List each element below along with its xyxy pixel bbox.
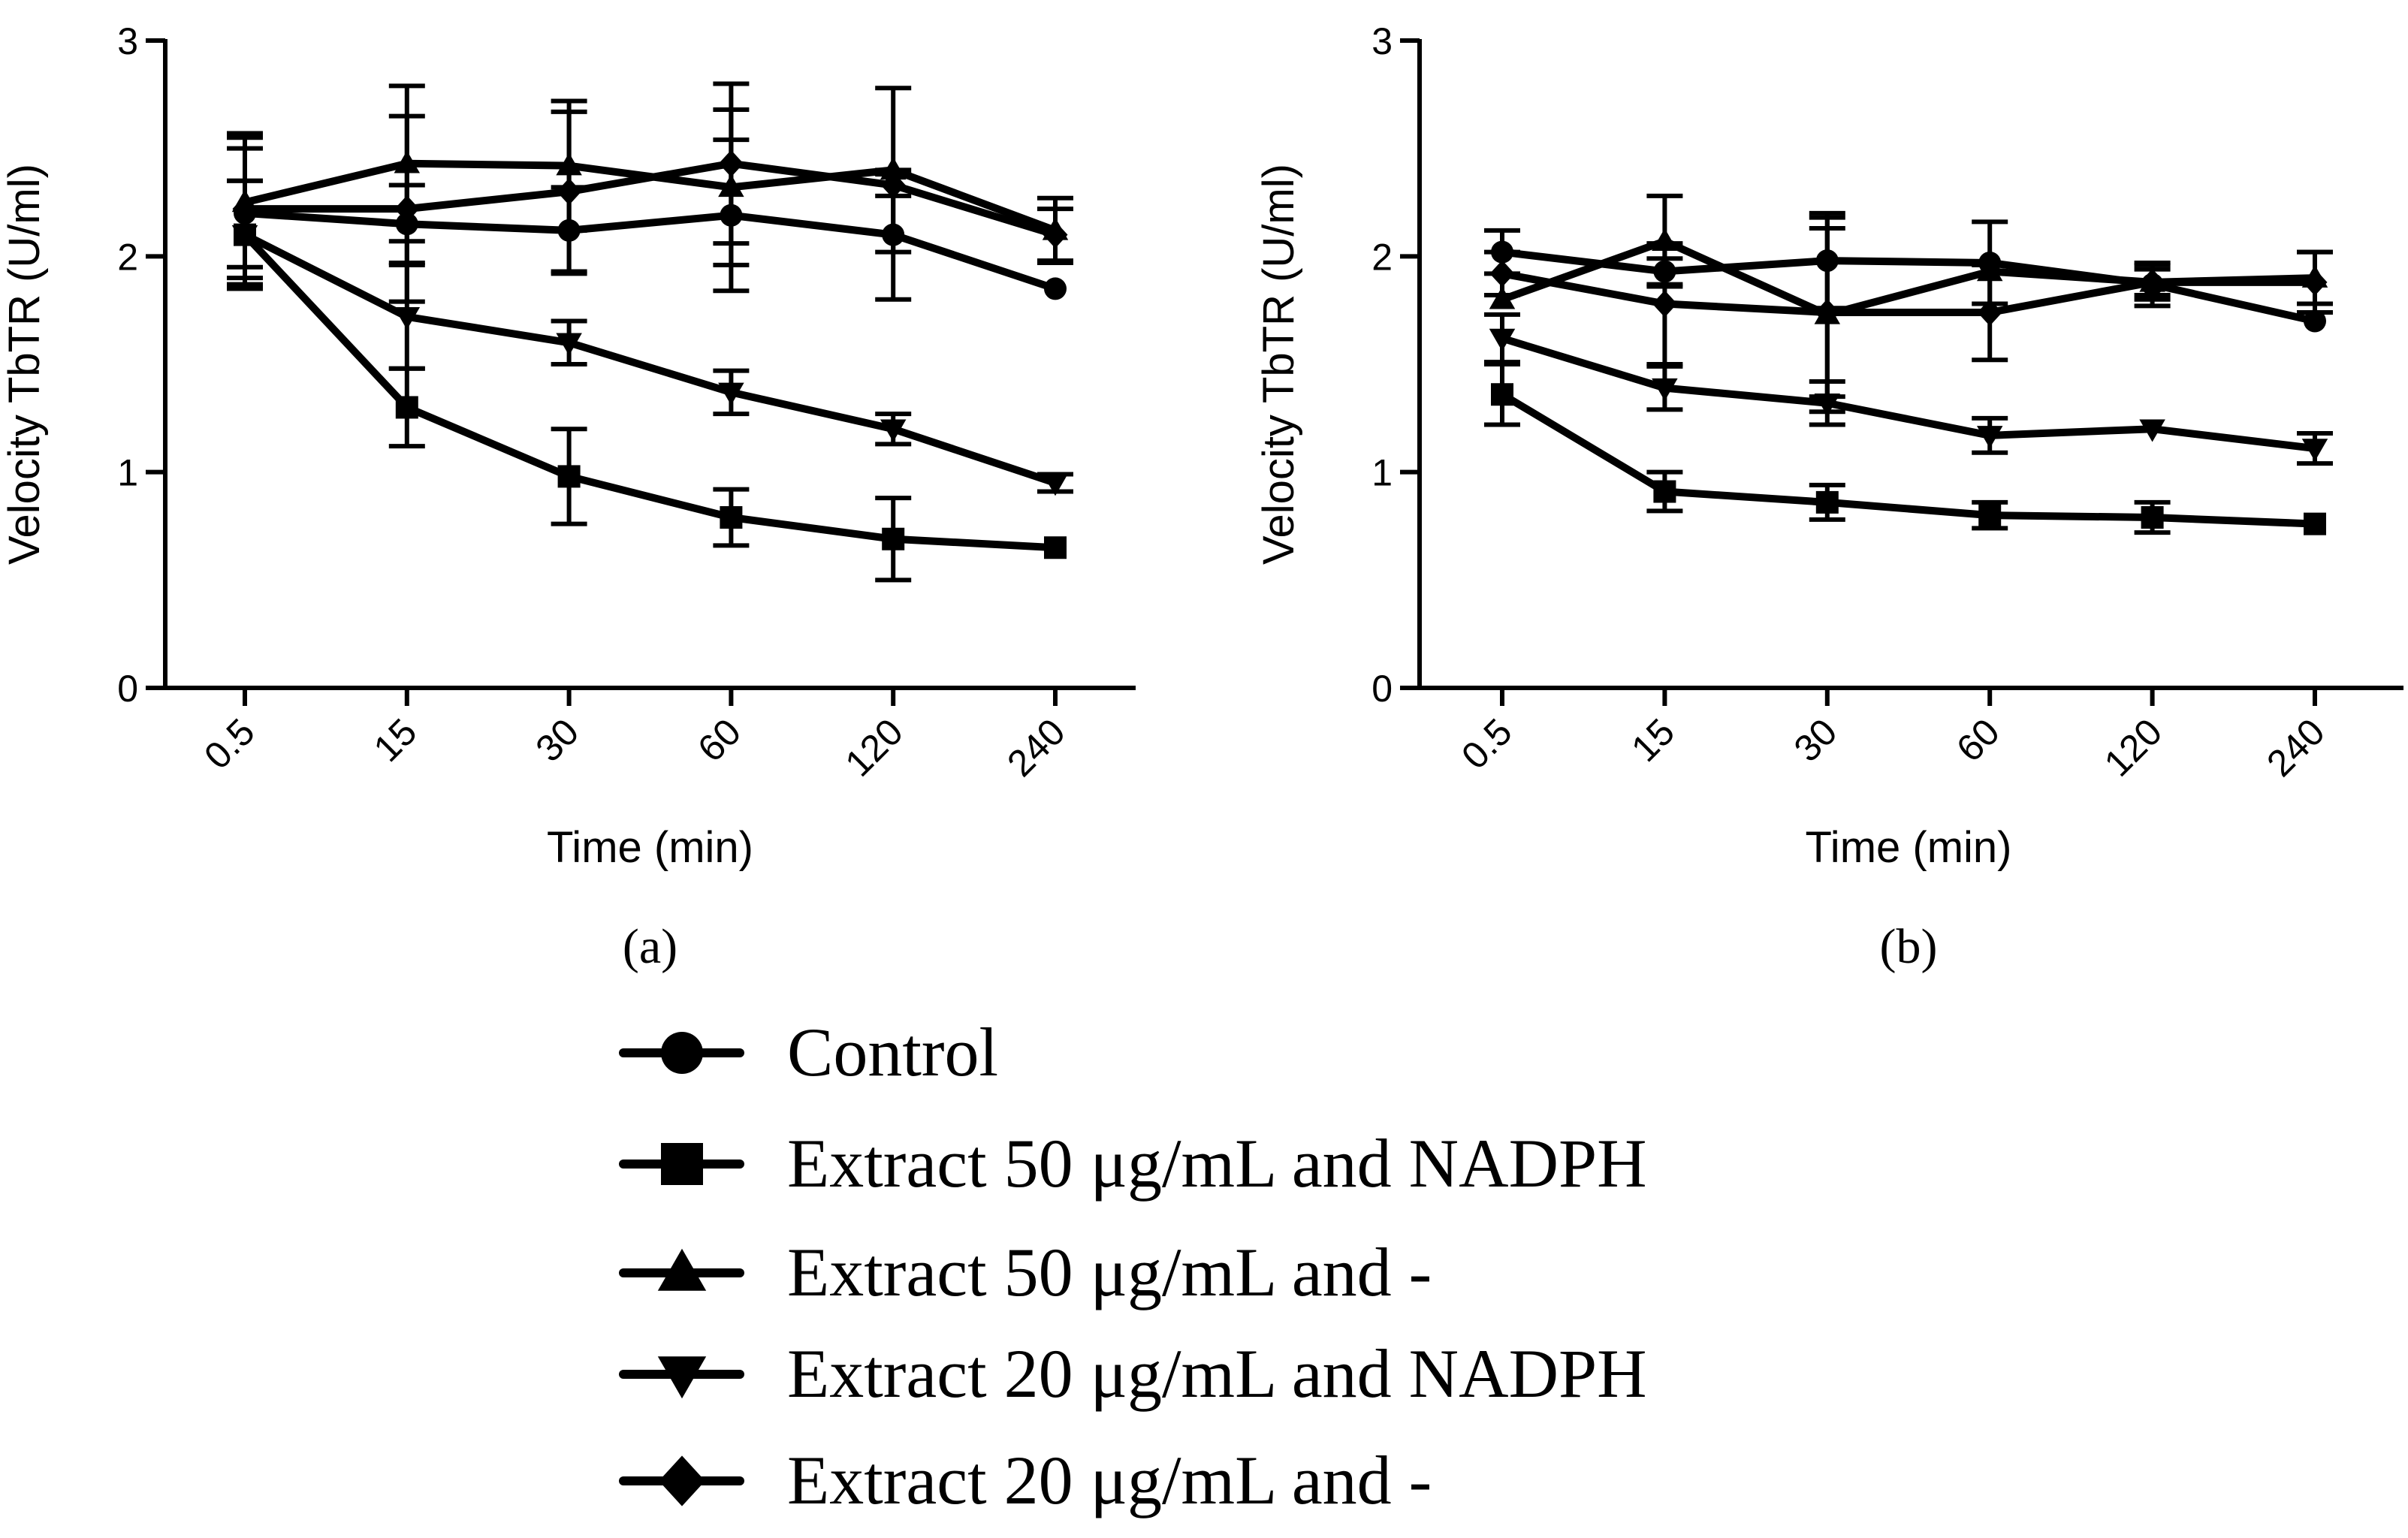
data-point [557,178,582,206]
data-point [882,527,905,550]
y-tick-label: 0 [1371,668,1393,710]
legend-item-extract-20-ug-ml-and: Extract 20 μg/mL and - [619,1442,1432,1518]
data-point [556,333,582,356]
legend-label: Control [787,1014,998,1090]
data-point [1489,328,1516,351]
x-tick-label: 60 [690,710,749,770]
x-tick-label: 30 [527,710,587,770]
data-point [232,195,258,223]
panel-a: 0 1 2 3 0.5 15 30 60 120 240 Velocity TbTR (U/ml) T… [0,20,1136,974]
data-point [2140,268,2165,296]
data-point [1652,378,1678,401]
legend-item-control: Control [619,1014,998,1090]
data-point [1489,260,1515,288]
y-tick-label: 3 [117,20,138,62]
data-point [880,171,906,199]
x-tick-label: 60 [1948,710,2008,770]
data-point [1815,299,1840,327]
series-line [242,232,1056,552]
y-tick-label: 3 [1371,20,1393,62]
legend-item-extract-50-ug-ml-and-nadph: Extract 50 μg/mL and NADPH [619,1125,1647,1202]
legend-marker-circle [661,1032,703,1074]
data-point [557,465,581,488]
y-axis-title: Velocity TbTR (U/ml) [0,164,49,565]
legend-label: Extract 20 μg/mL and NADPH [787,1335,1647,1412]
series-extract-50-ug-ml-and-nadph [227,178,1067,583]
series-extract-20-ug-ml-and-nadph [227,178,1073,496]
series-extract-20-ug-ml-and-nadph [1484,312,2333,466]
x-tick-label: 15 [1623,710,1682,770]
data-point [1978,504,2002,527]
y-tick-label: 2 [117,236,138,278]
legend: Control Extract 50 μg/mL and NADPH Extract… [619,1014,1647,1518]
data-point [720,506,743,529]
legend-label: Extract 20 μg/mL and - [787,1442,1432,1518]
x-tick-label: 0.5 [196,710,263,777]
data-point [1042,473,1069,496]
series-line [244,209,1057,293]
data-point [880,419,907,442]
data-point [2304,512,2326,535]
x-tick-label: 240 [2259,710,2333,785]
y-tick-label: 1 [117,452,138,494]
series-line [1501,270,2315,317]
legend-marker-triangle-up [657,1248,707,1291]
series-extract-20-ug-ml-and [1484,225,2333,400]
series-line [1501,334,2316,453]
data-point [718,382,744,406]
series-extract-50-ug-ml-and-nadph [1484,362,2326,535]
legend-marker-square [661,1143,703,1185]
legend-item-extract-50-ug-ml-and: Extract 50 μg/mL and - [619,1234,1432,1310]
data-point [394,307,421,330]
data-point [1043,221,1068,249]
legend-item-extract-20-ug-ml-and-nadph: Extract 20 μg/mL and NADPH [619,1335,1647,1412]
y-tick-label: 0 [117,668,138,710]
legend-marker-triangle-down [657,1356,707,1399]
series-line [1501,248,2316,325]
series-extract-50-ug-ml-and [1489,193,2333,415]
data-point [1491,383,1513,406]
y-tick-label: 2 [1371,236,1393,278]
data-point [1044,277,1067,300]
data-point [1653,480,1676,503]
series-line [1501,237,2316,318]
x-tick-label: 120 [837,710,911,785]
data-point [718,149,744,177]
series-line [1500,391,2316,528]
x-tick-label: 30 [1786,710,1845,770]
data-point [1652,290,1677,318]
data-point [395,396,418,419]
legend-label: Extract 50 μg/mL and NADPH [787,1125,1647,1202]
y-axis-title: Velocity TbTR (U/ml) [1254,164,1303,565]
data-point [1044,536,1067,559]
panel-b: 0 1 2 3 0.5 15 30 60 120 240 Velocity TbTR (U/ml) T… [1254,20,2403,974]
data-point [1976,426,2003,449]
x-tick-label: 120 [2096,710,2171,785]
data-point [2301,439,2328,462]
x-tick-label: 0.5 [1453,710,1520,777]
panel-label: (b) [1880,919,1938,974]
legend-label: Extract 50 μg/mL and - [787,1234,1432,1310]
data-point [1489,286,1516,309]
data-point [1815,490,1839,514]
data-point [394,195,420,223]
data-point [2302,268,2328,296]
series-control [227,137,1067,302]
x-tick-label: 240 [999,710,1073,785]
data-point [2304,309,2326,333]
series-extract-20-ug-ml-and [227,81,1073,304]
series-line [243,231,1057,487]
data-point [2139,419,2165,442]
legend-marker-diamond [659,1455,705,1506]
data-point [1977,299,2002,327]
data-point [1814,393,1841,416]
data-point [2141,506,2164,529]
series-line [245,159,1057,239]
panel-label: (a) [623,919,677,974]
x-axis-title: Time (min) [1806,823,2012,872]
y-tick-label: 1 [1371,452,1393,494]
x-tick-label: 15 [366,710,425,770]
x-axis-title: Time (min) [547,823,753,872]
